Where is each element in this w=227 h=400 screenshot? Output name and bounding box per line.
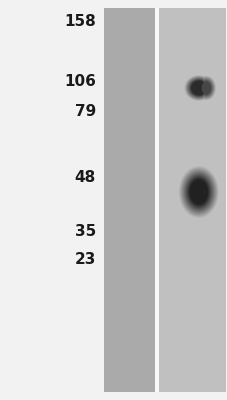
Ellipse shape bbox=[196, 76, 214, 100]
Ellipse shape bbox=[178, 166, 218, 218]
Ellipse shape bbox=[199, 80, 212, 96]
Ellipse shape bbox=[198, 78, 213, 98]
Ellipse shape bbox=[197, 77, 214, 99]
Ellipse shape bbox=[189, 80, 207, 96]
Ellipse shape bbox=[185, 175, 210, 209]
Ellipse shape bbox=[192, 184, 203, 200]
Text: 35: 35 bbox=[74, 224, 95, 240]
Ellipse shape bbox=[198, 78, 213, 98]
Ellipse shape bbox=[184, 174, 212, 210]
Ellipse shape bbox=[188, 79, 208, 97]
Ellipse shape bbox=[179, 167, 217, 217]
Ellipse shape bbox=[180, 168, 216, 216]
Ellipse shape bbox=[188, 178, 208, 206]
Ellipse shape bbox=[199, 80, 211, 96]
Ellipse shape bbox=[186, 176, 210, 208]
Ellipse shape bbox=[190, 80, 206, 96]
Ellipse shape bbox=[182, 171, 214, 213]
Ellipse shape bbox=[188, 78, 208, 98]
Bar bbox=[158, 8, 225, 392]
Bar bbox=[103, 8, 154, 392]
Ellipse shape bbox=[196, 76, 215, 100]
Text: 106: 106 bbox=[64, 74, 95, 90]
Ellipse shape bbox=[188, 179, 207, 205]
Ellipse shape bbox=[181, 169, 215, 215]
Ellipse shape bbox=[201, 82, 210, 94]
Text: 48: 48 bbox=[74, 170, 95, 186]
Ellipse shape bbox=[188, 79, 207, 97]
Ellipse shape bbox=[185, 76, 211, 100]
Ellipse shape bbox=[183, 172, 213, 212]
Ellipse shape bbox=[200, 81, 210, 95]
Text: 158: 158 bbox=[64, 14, 95, 30]
Ellipse shape bbox=[180, 168, 216, 216]
Text: 79: 79 bbox=[74, 104, 95, 120]
Ellipse shape bbox=[184, 76, 212, 100]
Ellipse shape bbox=[185, 76, 211, 100]
Ellipse shape bbox=[186, 176, 210, 208]
Ellipse shape bbox=[183, 75, 213, 101]
Ellipse shape bbox=[184, 75, 212, 101]
Ellipse shape bbox=[197, 78, 213, 98]
Ellipse shape bbox=[195, 75, 216, 101]
Ellipse shape bbox=[188, 178, 208, 206]
Ellipse shape bbox=[189, 180, 207, 204]
Ellipse shape bbox=[190, 80, 206, 96]
Ellipse shape bbox=[179, 167, 217, 217]
Ellipse shape bbox=[187, 78, 209, 98]
Ellipse shape bbox=[181, 170, 215, 214]
Ellipse shape bbox=[200, 81, 211, 95]
Ellipse shape bbox=[185, 174, 211, 210]
Ellipse shape bbox=[197, 77, 214, 99]
Ellipse shape bbox=[195, 75, 215, 101]
Ellipse shape bbox=[185, 77, 210, 99]
Ellipse shape bbox=[187, 78, 209, 98]
Ellipse shape bbox=[186, 77, 210, 99]
Ellipse shape bbox=[182, 170, 214, 214]
Ellipse shape bbox=[183, 172, 213, 212]
Bar bbox=[154, 8, 158, 392]
Text: 23: 23 bbox=[74, 252, 95, 268]
Ellipse shape bbox=[189, 80, 207, 96]
Ellipse shape bbox=[198, 79, 212, 97]
Ellipse shape bbox=[196, 76, 215, 100]
Ellipse shape bbox=[184, 173, 212, 211]
Ellipse shape bbox=[186, 78, 210, 98]
Ellipse shape bbox=[200, 80, 211, 96]
Ellipse shape bbox=[190, 81, 205, 95]
Ellipse shape bbox=[199, 79, 212, 97]
Ellipse shape bbox=[187, 177, 209, 207]
